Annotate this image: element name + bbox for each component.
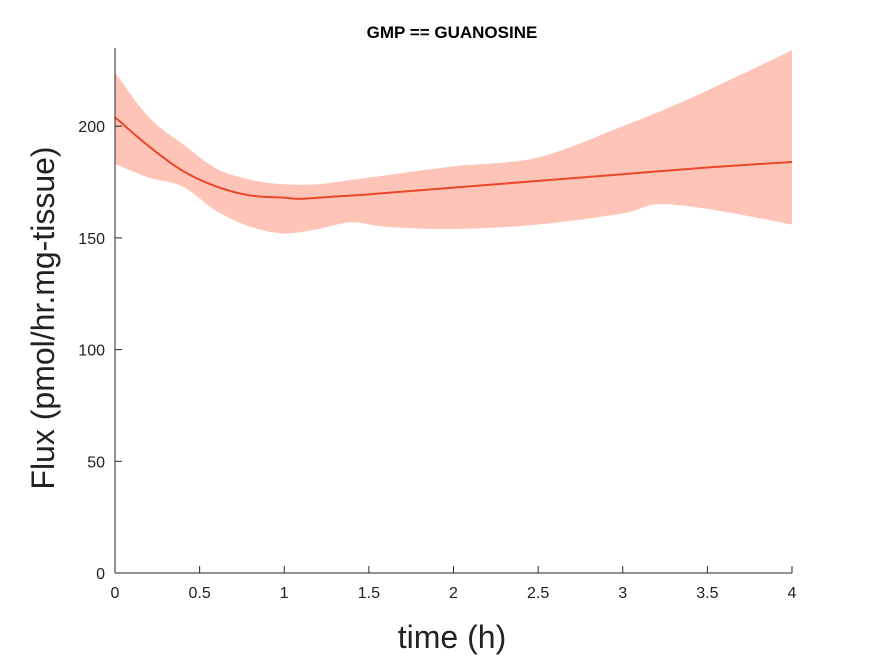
x-axis-label: time (h) [398,619,506,655]
y-tick-label: 200 [78,119,105,136]
y-ticks: 0 50 100 150 200 [78,119,122,583]
x-ticks: 0 0.5 1 1.5 2 2.5 3 3.5 4 [111,566,797,602]
chart-title: GMP == GUANOSINE [367,23,538,42]
y-tick-label: 100 [78,343,105,360]
x-tick-label: 1.5 [358,585,380,602]
x-tick-label: 4 [788,585,797,602]
x-tick-label: 2.5 [527,585,549,602]
x-tick-label: 3 [618,585,627,602]
plot-area [114,50,793,234]
confidence-band [115,50,792,234]
y-tick-label: 150 [78,231,105,248]
x-tick-label: 3.5 [696,585,718,602]
x-tick-label: 0.5 [189,585,211,602]
x-tick-label: 0 [111,585,120,602]
x-tick-label: 2 [449,585,458,602]
y-tick-label: 0 [96,566,105,583]
x-tick-label: 1 [280,585,289,602]
y-tick-label: 50 [87,454,105,471]
y-axis-label: Flux (pmol/hr.mg-tissue) [25,146,61,489]
series-line [114,116,793,200]
